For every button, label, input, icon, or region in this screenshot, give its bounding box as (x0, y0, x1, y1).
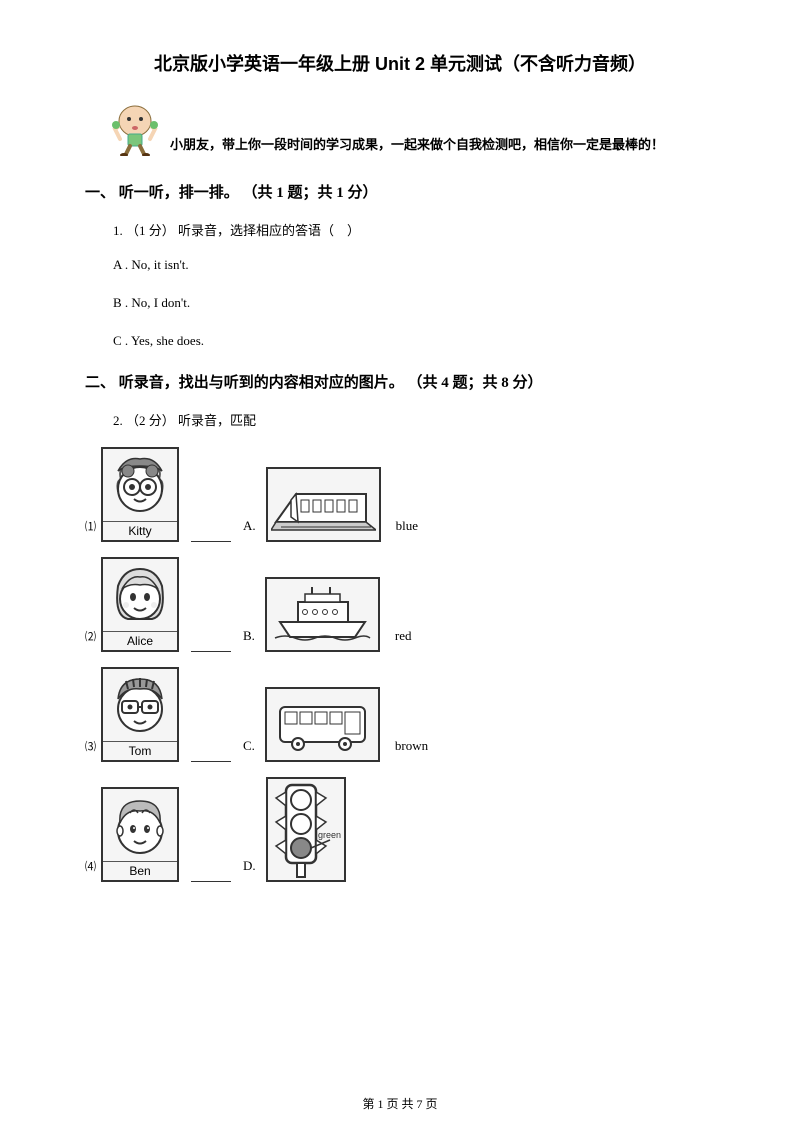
q1-text: 1. （1 分） 听录音，选择相应的答语（ ） (113, 220, 715, 239)
match-letter: C. (243, 738, 255, 762)
ship-icon (270, 582, 375, 647)
portrait-name: Tom (103, 741, 177, 760)
portrait-kitty: Kitty (101, 447, 179, 542)
color-label: red (395, 628, 412, 652)
tom-face-icon (106, 671, 174, 739)
section2-header: 二、 听录音，找出与听到的内容相对应的图片。 （共 4 题；共 8 分） (85, 371, 715, 392)
portrait-tom: Tom (101, 667, 179, 762)
answer-blank[interactable] (191, 873, 231, 882)
intro-text: 小朋友，带上你一段时间的学习成果，一起来做个自我检测吧，相信你一定是最棒的！ (170, 134, 664, 156)
q1-option-c: C . Yes, she does. (113, 333, 715, 349)
match-row-3: ⑶ Tom C. (85, 667, 715, 762)
train-image (266, 467, 381, 542)
answer-blank[interactable] (191, 643, 231, 652)
bus-image (265, 687, 380, 762)
train-icon (271, 472, 376, 537)
color-label: blue (396, 518, 418, 542)
svg-text:green: green (318, 830, 341, 840)
traffic-light-icon: green (268, 780, 343, 880)
row-num: ⑴ (85, 518, 96, 542)
page-footer: 第 1 页 共 7 页 (0, 1095, 800, 1112)
portrait-name: Ben (103, 861, 177, 880)
portrait-name: Alice (103, 631, 177, 650)
intro-row: 小朋友，带上你一段时间的学习成果，一起来做个自我检测吧，相信你一定是最棒的！ (85, 101, 715, 156)
answer-blank[interactable] (191, 753, 231, 762)
mascot-icon (110, 101, 160, 156)
match-row-4: ⑷ Ben D. (85, 777, 715, 882)
kitty-face-icon (106, 451, 174, 519)
alice-face-icon (106, 561, 174, 629)
traffic-light-image: green (266, 777, 346, 882)
q2-text: 2. （2 分） 听录音，匹配 (113, 410, 715, 429)
color-label: brown (395, 738, 428, 762)
match-letter: D. (243, 858, 256, 882)
match-row-1: ⑴ Kitty A. (85, 447, 715, 542)
ben-face-icon (106, 791, 174, 859)
ship-image (265, 577, 380, 652)
page-title: 北京版小学英语一年级上册 Unit 2 单元测试（不含听力音频） (85, 50, 715, 76)
row-num: ⑶ (85, 738, 96, 762)
row-num: ⑷ (85, 858, 96, 882)
portrait-alice: Alice (101, 557, 179, 652)
q1-option-b: B . No, I don't. (113, 295, 715, 311)
match-row-2: ⑵ Alice B. (85, 557, 715, 652)
answer-blank[interactable] (191, 533, 231, 542)
portrait-name: Kitty (103, 521, 177, 540)
match-letter: A. (243, 518, 256, 542)
bus-icon (270, 692, 375, 757)
section1-header: 一、 听一听，排一排。 （共 1 题；共 1 分） (85, 181, 715, 202)
portrait-ben: Ben (101, 787, 179, 882)
row-num: ⑵ (85, 628, 96, 652)
match-letter: B. (243, 628, 255, 652)
q1-option-a: A . No, it isn't. (113, 257, 715, 273)
